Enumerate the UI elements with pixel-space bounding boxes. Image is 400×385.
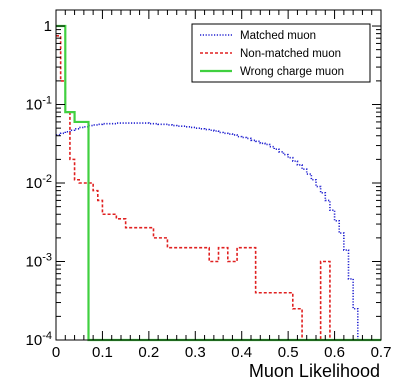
legend-label: Non-matched muon (240, 48, 341, 60)
x-tick-label: 0.5 (278, 344, 299, 361)
x-tick-label: 0.3 (185, 344, 206, 361)
y-tick-label: 10-4 (26, 330, 52, 349)
axes (55, 9, 382, 341)
tick-labels: 0 0.1 0.2 0.3 0.4 0.5 0.6 0.7 10-4 10-3 10-2 10-1 1 (26, 18, 392, 361)
series-wrong-charge-muon-line (56, 24, 381, 342)
legend-label: Matched muon (240, 30, 316, 42)
x-tick-label: 0 (52, 344, 60, 361)
x-tick-label: 0.7 (371, 344, 392, 361)
series-non-matched-muon-line (56, 35, 381, 341)
x-tick-label: 0.2 (138, 344, 159, 361)
x-tick-label: 0.1 (92, 344, 113, 361)
y-tick-label: 10-2 (26, 173, 52, 192)
y-tick-label: 1 (44, 18, 52, 35)
plot-frame (55, 9, 382, 341)
series-group (56, 24, 381, 342)
legend-label: Wrong charge muon (240, 66, 344, 78)
y-tick-label: 10-1 (26, 95, 52, 114)
legend: Matched muon Non-matched muon Wrong charge… (191, 23, 371, 83)
x-tick-label: 0.6 (324, 344, 345, 361)
x-tick-label: 0.4 (231, 344, 252, 361)
x-axis-title: Muon Likelihood (249, 361, 380, 381)
y-tick-label: 10-3 (26, 252, 52, 271)
series-matched-muon-line (56, 122, 381, 341)
